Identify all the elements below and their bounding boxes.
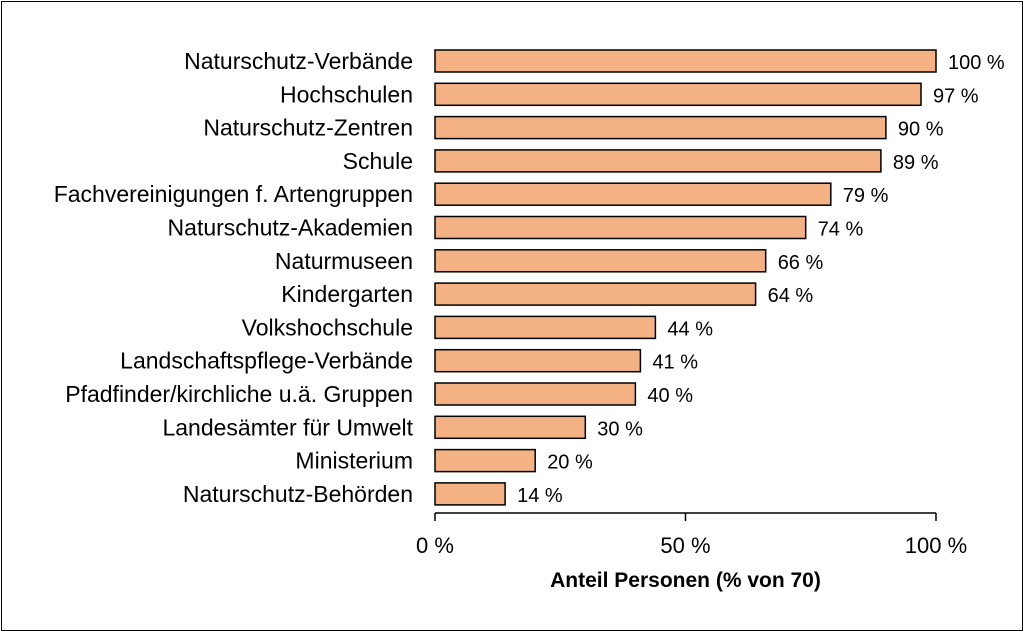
category-label: Fachvereinigungen f. Artengruppen xyxy=(54,181,413,207)
data-label: 30 % xyxy=(597,418,643,440)
data-label: 79 % xyxy=(843,185,889,207)
category-label: Naturschutz-Behörden xyxy=(183,481,413,507)
bar xyxy=(434,182,832,206)
data-label: 97 % xyxy=(933,85,979,107)
data-label: 90 % xyxy=(898,119,944,141)
bar xyxy=(434,282,757,306)
bar xyxy=(434,382,637,406)
data-label: 20 % xyxy=(547,452,593,474)
category-label: Naturmuseen xyxy=(275,248,413,274)
category-label: Hochschulen xyxy=(280,81,413,107)
category-label: Pfadfinder/kirchliche u.ä. Gruppen xyxy=(65,381,413,407)
data-label: 40 % xyxy=(647,385,693,407)
category-label: Naturschutz-Zentren xyxy=(203,115,413,141)
data-label: 44 % xyxy=(667,318,713,340)
bar xyxy=(434,149,882,173)
category-label: Naturschutz-Akademien xyxy=(168,215,413,241)
bar xyxy=(434,49,937,73)
bar xyxy=(434,315,657,340)
bar xyxy=(434,482,506,506)
data-label: 89 % xyxy=(893,152,939,174)
data-label: 100 % xyxy=(948,52,1005,74)
data-label: 64 % xyxy=(768,285,814,307)
category-label: Naturschutz-Verbände xyxy=(184,48,413,74)
bar xyxy=(434,82,922,107)
x-tick-label: 100 % xyxy=(905,533,967,558)
category-label: Volkshochschule xyxy=(242,314,413,340)
bar xyxy=(434,115,887,140)
category-label: Landschaftspflege-Verbände xyxy=(120,348,413,374)
x-tick-label: 50 % xyxy=(660,533,710,558)
x-axis-title: Anteil Personen (% von 70) xyxy=(550,569,821,592)
bar xyxy=(434,448,536,473)
bar xyxy=(434,348,642,373)
data-label: 66 % xyxy=(778,252,824,274)
x-tick-label: 0 % xyxy=(416,533,454,558)
bars-group: Naturschutz-Verbände 100 % Hochschulen 97 %… xyxy=(54,48,1005,507)
bar xyxy=(434,215,807,240)
category-label: Ministerium xyxy=(295,448,413,474)
x-axis: Anteil Personen (% von 70) 0 % 50 % 100 % xyxy=(416,512,967,592)
bar xyxy=(434,415,587,440)
category-label: Kindergarten xyxy=(281,281,413,307)
data-label: 14 % xyxy=(517,485,563,507)
category-label: Landesämter für Umwelt xyxy=(162,414,413,440)
data-label: 41 % xyxy=(652,352,698,374)
category-label: Schule xyxy=(343,148,413,174)
data-label: 74 % xyxy=(818,219,864,241)
bar xyxy=(434,249,767,273)
